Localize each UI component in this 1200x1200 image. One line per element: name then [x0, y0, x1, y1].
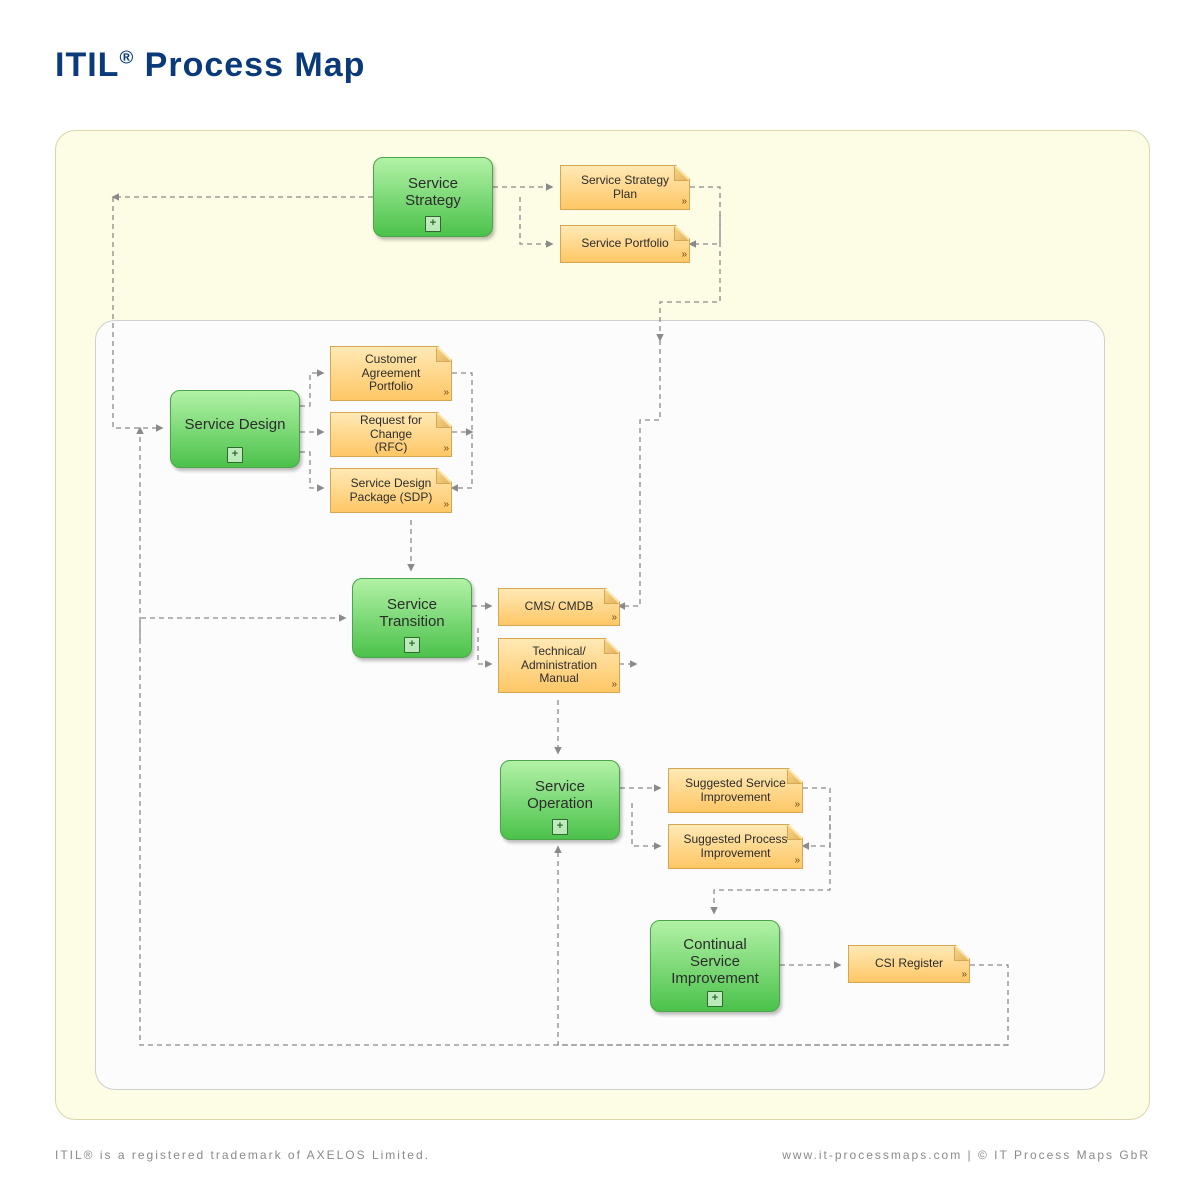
doc-more-icon: »: [794, 799, 797, 810]
doc-more-icon: »: [961, 969, 964, 980]
doc-more-icon: »: [611, 612, 614, 623]
process-design[interactable]: Service Design +: [170, 390, 300, 468]
expand-icon[interactable]: +: [552, 819, 568, 835]
doc-more-icon: »: [443, 443, 446, 454]
expand-icon[interactable]: +: [425, 216, 441, 232]
doc-label: Service Design Package (SDP): [350, 477, 433, 505]
doc-label: Service Strategy Plan: [581, 174, 669, 202]
process-transition[interactable]: Service Transition +: [352, 578, 472, 658]
doc-label: Service Portfolio: [581, 237, 668, 251]
page-title: ITIL® Process Map: [55, 46, 365, 85]
doc-csir[interactable]: CSI Register »: [848, 945, 970, 983]
doc-more-icon: »: [681, 249, 684, 260]
doc-sport[interactable]: Service Portfolio »: [560, 225, 690, 263]
doc-cap[interactable]: Customer Agreement Portfolio »: [330, 346, 452, 401]
doc-more-icon: »: [443, 387, 446, 398]
doc-label: Suggested Service Improvement: [685, 777, 786, 805]
footer-right: www.it-processmaps.com | © IT Process Ma…: [782, 1148, 1150, 1162]
doc-label: CMS/ CMDB: [525, 600, 594, 614]
title-sup: ®: [119, 47, 134, 68]
doc-label: Customer Agreement Portfolio: [362, 353, 421, 394]
process-label: Service Strategy: [405, 175, 461, 209]
process-operation[interactable]: Service Operation +: [500, 760, 620, 840]
expand-icon[interactable]: +: [227, 447, 243, 463]
doc-spi[interactable]: Suggested Process Improvement »: [668, 824, 803, 869]
expand-icon[interactable]: +: [707, 991, 723, 1007]
doc-tam[interactable]: Technical/ Administration Manual »: [498, 638, 620, 693]
doc-more-icon: »: [681, 196, 684, 207]
process-label: Service Design: [185, 416, 286, 433]
footer-left: ITIL® is a registered trademark of AXELO…: [55, 1148, 430, 1162]
doc-more-icon: »: [794, 855, 797, 866]
doc-label: Request for Change (RFC): [339, 414, 443, 455]
page: ITIL® Process Map Service Strategy+Servi…: [0, 0, 1200, 1200]
doc-rfc[interactable]: Request for Change (RFC)»: [330, 412, 452, 457]
doc-cmdb[interactable]: CMS/ CMDB »: [498, 588, 620, 626]
process-label: Service Operation: [527, 778, 593, 812]
doc-more-icon: »: [443, 499, 446, 510]
expand-icon[interactable]: +: [404, 637, 420, 653]
process-label: Service Transition: [379, 596, 444, 630]
process-strategy[interactable]: Service Strategy +: [373, 157, 493, 237]
title-prefix: ITIL: [55, 46, 119, 84]
doc-label: Suggested Process Improvement: [683, 833, 787, 861]
doc-label: CSI Register: [875, 957, 943, 971]
process-label: Continual Service Improvement: [671, 936, 759, 987]
process-csi[interactable]: Continual Service Improvement +: [650, 920, 780, 1012]
doc-label: Technical/ Administration Manual: [521, 645, 597, 686]
doc-ssi[interactable]: Suggested Service Improvement »: [668, 768, 803, 813]
doc-ssp[interactable]: Service Strategy Plan »: [560, 165, 690, 210]
title-suffix: Process Map: [134, 46, 365, 84]
doc-sdp[interactable]: Service Design Package (SDP) »: [330, 468, 452, 513]
doc-more-icon: »: [611, 679, 614, 690]
